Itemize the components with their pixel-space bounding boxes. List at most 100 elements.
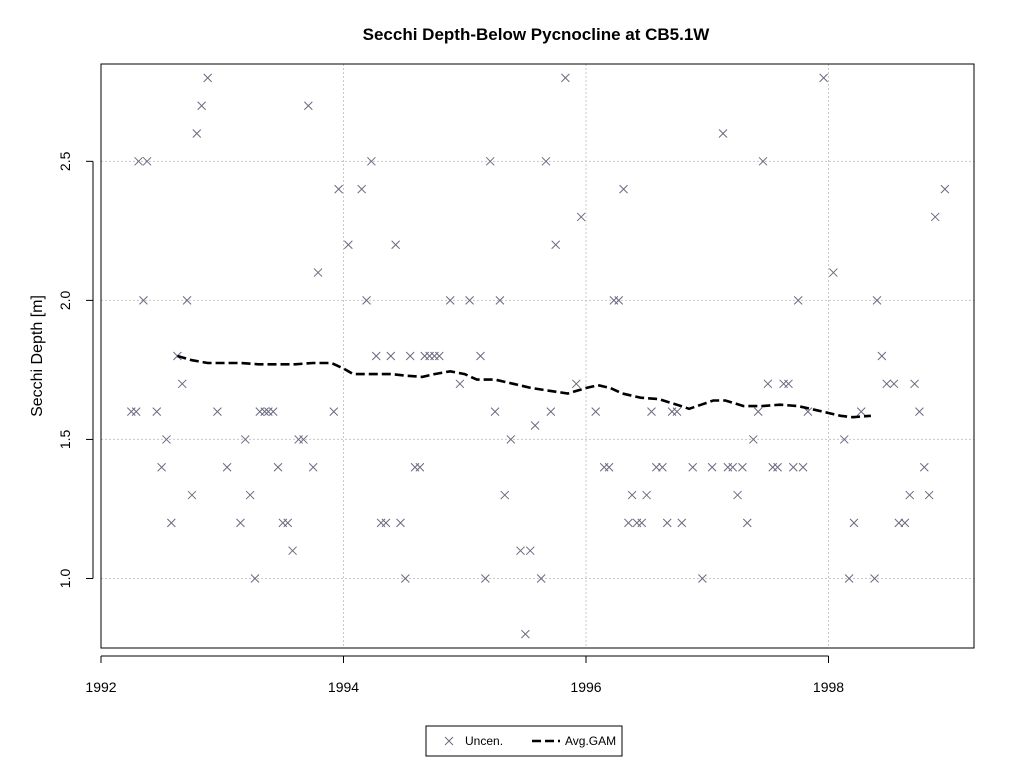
data-point-97 — [718, 129, 728, 138]
data-point-98 — [723, 462, 733, 472]
data-point-57 — [465, 296, 474, 305]
legend-box — [425, 725, 623, 757]
data-point-99 — [728, 462, 738, 472]
data-point-20 — [245, 490, 255, 500]
data-point-89 — [658, 462, 667, 472]
data-point-134 — [940, 184, 950, 194]
gam-line — [177, 354, 872, 419]
data-point-80 — [614, 296, 624, 305]
data-point-63 — [500, 490, 510, 500]
data-point-120 — [856, 407, 866, 416]
data-point-61 — [490, 407, 500, 416]
data-point-42 — [376, 518, 386, 528]
data-point-75 — [576, 212, 586, 222]
data-point-88 — [651, 462, 661, 472]
x-tick-label-0: 1992 — [85, 679, 116, 695]
data-point-59 — [481, 574, 490, 583]
data-point-92 — [672, 407, 682, 416]
data-point-17 — [222, 462, 232, 472]
data-point-133 — [930, 212, 940, 222]
y-tick-label-0: 1.0 — [57, 569, 73, 589]
data-point-84 — [632, 518, 642, 528]
data-point-74 — [571, 379, 581, 389]
data-point-104 — [753, 407, 763, 416]
data-point-124 — [882, 379, 892, 389]
x-tick-label-1: 1994 — [328, 679, 359, 695]
data-point-113 — [798, 462, 808, 472]
data-point-27 — [278, 518, 288, 528]
data-point-78 — [604, 462, 614, 472]
data-point-45 — [391, 240, 400, 250]
data-point-7 — [162, 435, 171, 444]
data-point-96 — [707, 462, 717, 472]
data-point-117 — [839, 435, 849, 444]
data-point-66 — [521, 629, 530, 639]
data-point-77 — [599, 462, 609, 472]
data-point-65 — [516, 546, 525, 556]
data-point-101 — [738, 462, 747, 472]
data-point-25 — [268, 407, 278, 416]
data-point-129 — [910, 379, 919, 389]
data-point-111 — [788, 462, 798, 472]
data-point-37 — [343, 240, 353, 250]
y-axis-label: Secchi Depth [m] — [29, 295, 46, 417]
data-point-31 — [299, 435, 308, 444]
data-point-38 — [357, 184, 367, 194]
x-tick-label-2: 1996 — [570, 679, 601, 695]
data-point-21 — [250, 574, 260, 583]
data-point-35 — [329, 407, 339, 416]
data-point-4 — [142, 156, 152, 166]
data-point-126 — [894, 518, 904, 528]
data-point-53 — [430, 351, 439, 361]
x-tick-label-3: 1998 — [813, 679, 844, 695]
data-point-34 — [313, 268, 323, 277]
data-point-2 — [134, 156, 143, 166]
data-point-15 — [203, 73, 213, 83]
data-point-46 — [396, 518, 405, 528]
legend-label-gam: Avg.GAM — [565, 734, 616, 748]
plot-frame — [100, 63, 975, 649]
data-point-40 — [367, 156, 376, 166]
data-point-103 — [748, 435, 758, 444]
data-point-33 — [308, 462, 318, 472]
legend-label-uncen: Uncen. — [465, 734, 503, 748]
legend: Uncen. Avg.GAM — [425, 725, 623, 757]
data-point-54 — [434, 351, 444, 361]
data-point-55 — [445, 296, 455, 305]
data-point-100 — [733, 490, 742, 500]
data-point-102 — [742, 518, 752, 528]
data-point-76 — [591, 407, 601, 416]
data-point-13 — [192, 129, 202, 138]
data-point-0 — [126, 407, 136, 416]
data-point-29 — [288, 546, 297, 556]
y-axis: 1.0 1.5 2.0 2.5 — [57, 151, 94, 589]
data-point-24 — [263, 407, 273, 416]
y-tick-label-2: 2.0 — [57, 290, 73, 310]
data-point-69 — [536, 574, 546, 583]
data-point-58 — [476, 351, 485, 361]
data-point-105 — [758, 156, 768, 166]
data-point-107 — [768, 462, 778, 472]
data-point-6 — [157, 462, 166, 472]
data-point-115 — [819, 73, 829, 83]
data-point-44 — [386, 351, 396, 361]
data-point-50 — [415, 462, 425, 472]
data-point-23 — [260, 407, 270, 416]
data-point-106 — [763, 379, 773, 389]
data-point-95 — [698, 574, 707, 583]
data-point-14 — [197, 101, 206, 111]
data-point-128 — [905, 490, 915, 500]
data-point-49 — [410, 462, 420, 472]
data-point-10 — [177, 379, 187, 389]
data-point-16 — [213, 407, 222, 416]
data-point-127 — [900, 518, 910, 528]
data-point-83 — [627, 490, 637, 500]
x-axis: 1992 1994 1996 1998 — [85, 655, 844, 695]
data-point-119 — [849, 518, 859, 528]
data-point-93 — [677, 518, 687, 528]
data-point-5 — [152, 407, 162, 416]
data-point-71 — [546, 407, 556, 416]
data-point-73 — [561, 73, 570, 83]
data-point-68 — [530, 421, 540, 430]
